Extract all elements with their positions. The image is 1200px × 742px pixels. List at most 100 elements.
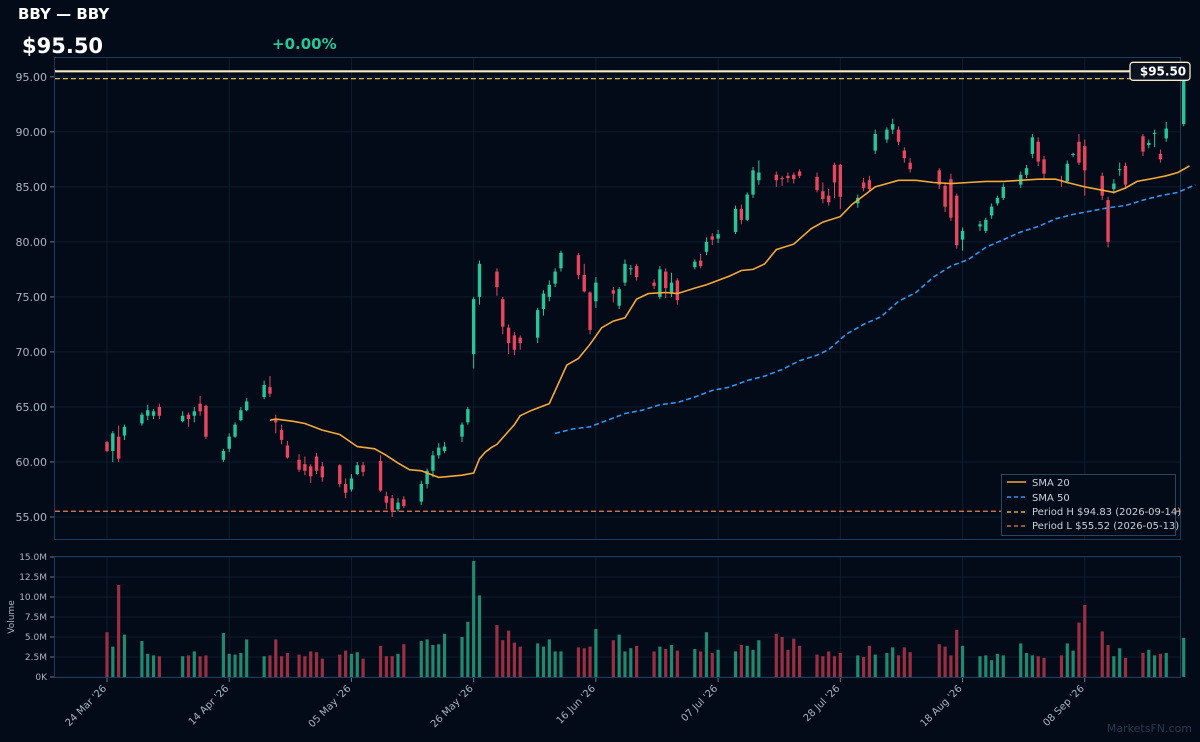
candle-body [1152,132,1157,134]
sma50-line [554,183,1196,435]
candle-body [1182,71,1186,125]
volume-tick-label: 5.0M [25,633,47,643]
candle-body [122,426,127,436]
volume-bar [908,652,912,677]
candle-body [617,289,621,306]
volume-bar [1123,657,1128,677]
volume-bar [1158,653,1163,677]
volume-bar [355,652,359,677]
candle-body [1117,169,1122,171]
candle-body [116,436,121,459]
candle-body [698,260,703,267]
candle-body [832,164,837,183]
volume-tick-label: 0K [35,673,48,683]
date-axis: 24 Mar '26 14 Apr '26 05 May '26 26 May '26… [64,678,1087,730]
candle-body [873,134,877,151]
candle-body [233,424,237,437]
volume-bar [378,645,383,677]
volume-bar [384,656,388,677]
candle-body [908,162,912,170]
volume-bar [949,655,953,677]
last-price-tag-label: $95.50 [1140,64,1186,78]
volume-bar [815,654,819,677]
candle-body [495,271,499,287]
volume-bar [151,655,156,677]
volume-bar [140,641,144,677]
volume-bar [669,645,674,677]
volume-bar [297,654,301,677]
moving-averages [269,165,1196,479]
candle-body [559,252,563,269]
volume-bar [582,648,586,677]
candle-body [151,411,156,416]
volume-bar [937,644,941,677]
volume-bar [838,653,842,677]
volume-bar [419,641,423,677]
candle-body [733,208,738,232]
candle-body [611,290,616,294]
candle-body [512,335,517,350]
candle-body [1024,168,1029,175]
volume-bar [320,658,324,677]
candle-body [547,284,552,297]
volume-bar [303,656,307,677]
volume-bar [1059,655,1064,677]
candle-body [279,430,284,440]
volume-bar [1100,631,1104,677]
volume-bar [873,654,877,677]
volume-bar [862,657,866,677]
volume-bar [547,639,551,677]
candle-body [1042,159,1046,174]
volume-bar [105,632,109,677]
candle-body [960,230,965,240]
volume-bar [431,645,435,677]
candle-body [1158,153,1163,160]
candle-body [658,269,662,297]
legend-label-period-high: Period H $94.83 (2026-09-14) [1032,507,1181,518]
candle-body [425,470,429,484]
volume-bar [757,640,761,677]
legend-box [1001,474,1176,536]
volume-tick-label: 7.5M [25,613,47,623]
volume-bar [245,639,249,677]
volume-bar [739,645,743,677]
candle-body [535,310,540,338]
price-tick-label: 65.00 [16,401,48,414]
volume-bar [856,655,860,677]
candle-body [396,502,400,510]
volume-bar [192,651,196,677]
date-tick-label: 14 Apr '26 [187,683,231,727]
candle-body [320,466,325,478]
ticker-title: BBY — BBY [18,5,110,23]
volume-bar [274,639,278,677]
price-tick-label: 80.00 [16,236,48,249]
candle-body [664,271,668,289]
volume-bar [344,650,348,677]
candle-body [1030,137,1035,154]
candle-body [431,455,435,471]
volume-bar [536,643,540,677]
volume-bar [827,651,831,677]
candle-body [349,478,354,490]
volume-panel-frame [54,556,1181,678]
volume-bar [1001,655,1005,677]
volume-bar [181,656,185,677]
volume-bar [1030,655,1034,677]
volume-bar [559,651,563,677]
candle-body [518,337,522,344]
last-price: $95.50 [22,34,104,58]
candle-body [384,496,389,503]
candle-body [244,401,249,411]
candle-body [629,268,633,270]
volume-bar [518,646,522,677]
candle-body [309,466,313,477]
volume-bar [501,640,505,677]
volume-bar [780,637,784,677]
candle-body [710,236,714,240]
candle-body [204,405,208,437]
candle-body [1147,142,1151,146]
volume-bar [797,645,802,677]
volume-bar [1042,657,1046,677]
price-tick-label: 95.00 [16,71,48,84]
